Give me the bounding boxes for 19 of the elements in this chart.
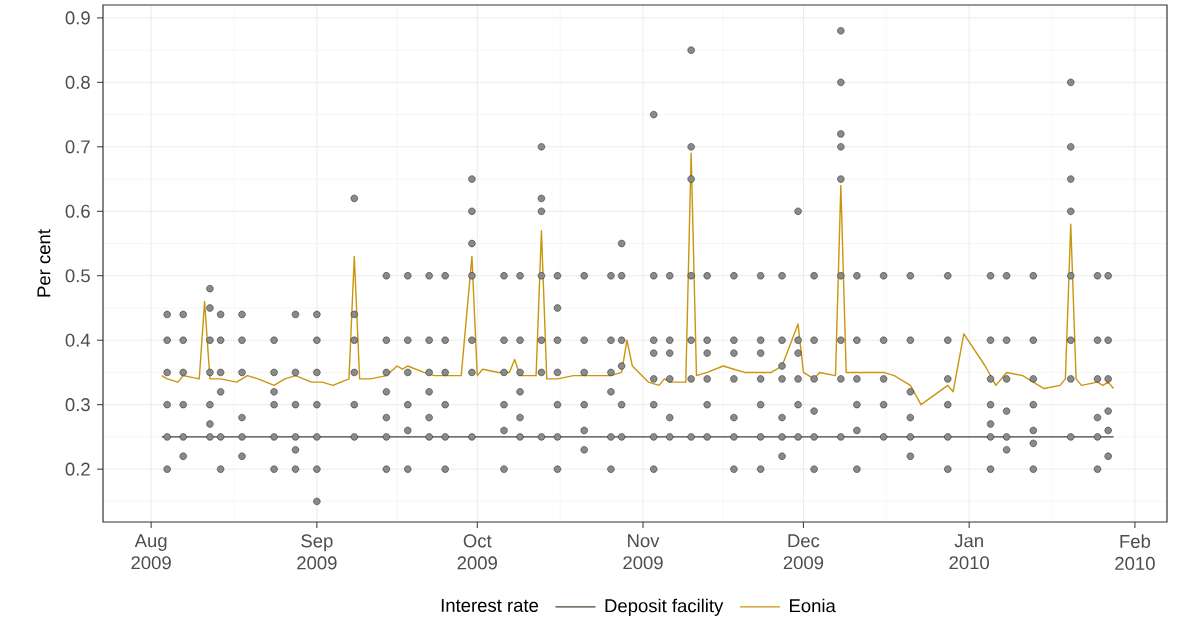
x-tick-label: Oct 2009 [457, 534, 497, 570]
y-tick-label: 0.5 [65, 269, 90, 283]
legend-title: Interest rate [441, 599, 539, 612]
legend-label: Deposit facility [605, 598, 724, 616]
y-tick-label: 0.7 [65, 140, 90, 154]
x-tick-label: Sep 2009 [297, 534, 337, 570]
x-tick-label: Nov 2009 [623, 534, 663, 570]
y-tick-label: 0.4 [65, 333, 91, 347]
y-axis-title: Per cent [37, 229, 51, 297]
y-tick-label: 0.8 [65, 75, 90, 89]
x-tick-label: Dec 2009 [783, 534, 824, 570]
x-tick-label: Jan 2010 [949, 534, 990, 570]
y-tick-label: 0.6 [65, 204, 90, 218]
y-tick-label: 0.2 [65, 462, 90, 476]
x-tick-label: Feb 2010 [1115, 534, 1155, 570]
x-tick-label: Aug 2009 [131, 534, 171, 570]
y-tick-label: 0.3 [65, 398, 90, 412]
y-tick-label: 0.9 [65, 11, 90, 25]
legend-label: Eonia [790, 598, 836, 613]
